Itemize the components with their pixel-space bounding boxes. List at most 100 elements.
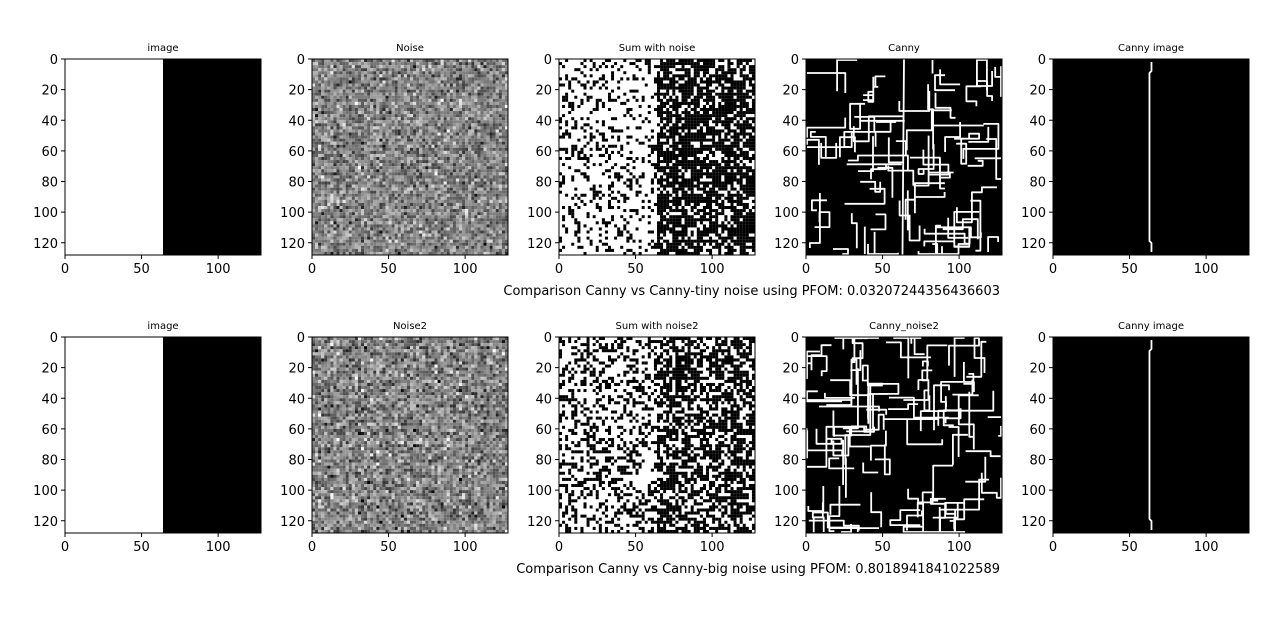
x-tick-label: 0 — [802, 262, 810, 277]
y-tick-label: 60 — [535, 423, 552, 438]
image-sum-top — [559, 59, 756, 256]
image-noise-bottom — [312, 337, 509, 534]
x-tick-label: 50 — [133, 262, 150, 277]
image-step-image-bottom — [65, 337, 261, 533]
y-tick-label: 80 — [41, 454, 58, 469]
y-tick-label: 60 — [782, 145, 799, 160]
y-tick-label: 120 — [280, 237, 305, 252]
y-tick-label: 0 — [791, 331, 799, 346]
x-tick-label: 100 — [1194, 540, 1219, 555]
y-tick-label: 120 — [280, 515, 305, 530]
y-tick-label: 40 — [41, 114, 58, 129]
step-white-region — [65, 59, 163, 255]
panel-step-image-top: image 0 50 100 0 20 40 60 80 100 120 — [33, 43, 262, 277]
y-tick-label: 0 — [50, 53, 58, 68]
y-tick-label: 100 — [1021, 484, 1046, 499]
step-black-region — [163, 337, 261, 533]
y-tick-label: 100 — [774, 484, 799, 499]
y-tick-label: 40 — [782, 114, 799, 129]
y-tick-label: 40 — [41, 392, 58, 407]
y-tick-label: 60 — [782, 423, 799, 438]
detected-edge-line — [1148, 340, 1153, 530]
panel-title: Sum with noise2 — [616, 321, 699, 332]
y-tick-label: 120 — [774, 237, 799, 252]
panel-title: Noise2 — [393, 321, 427, 332]
x-tick-label: 0 — [61, 262, 69, 277]
y-tick-label: 60 — [535, 145, 552, 160]
y-tick-label: 100 — [527, 206, 552, 221]
y-tick-label: 20 — [1029, 362, 1046, 377]
y-tick-label: 0 — [1038, 331, 1046, 346]
detected-edge-line — [1148, 62, 1153, 252]
y-tick-label: 80 — [535, 454, 552, 469]
panel-title: Sum with noise — [619, 43, 696, 54]
x-tick-label: 50 — [627, 540, 644, 555]
x-tick-label: 0 — [555, 540, 563, 555]
x-tick-label: 100 — [700, 262, 725, 277]
panel-canny-image-bottom: Canny image 0 50 100 0 20 40 60 80 100 120 — [1021, 321, 1250, 555]
axes-frame — [558, 336, 756, 534]
axes-frame — [64, 58, 262, 256]
y-tick-label: 120 — [527, 515, 552, 530]
y-tick-label: 100 — [280, 484, 305, 499]
panel-title: image — [147, 321, 178, 332]
panel-noise-bottom: Noise2 0 50 100 0 20 40 60 80 100 120 — [280, 321, 509, 555]
x-tick-label: 50 — [133, 540, 150, 555]
x-tick-label: 50 — [1121, 540, 1138, 555]
y-tick-label: 80 — [288, 454, 305, 469]
panel-title: Canny image — [1118, 321, 1184, 332]
x-tick-label: 0 — [308, 540, 316, 555]
panel-canny-top: Canny 0 50 100 0 20 40 60 80 100 120 — [774, 43, 1003, 277]
x-tick-label: 50 — [380, 540, 397, 555]
axes-frame — [558, 58, 756, 256]
y-tick-label: 20 — [535, 362, 552, 377]
axes-frame — [805, 336, 1003, 534]
axes-frame — [1052, 336, 1250, 534]
y-tick-label: 80 — [782, 454, 799, 469]
y-tick-label: 80 — [535, 176, 552, 191]
y-tick-label: 80 — [1029, 454, 1046, 469]
panel-title: Noise — [396, 43, 424, 54]
y-tick-label: 120 — [1021, 515, 1046, 530]
y-tick-label: 80 — [1029, 176, 1046, 191]
image-canny-image-top — [1053, 59, 1249, 255]
x-tick-label: 0 — [802, 540, 810, 555]
y-tick-label: 60 — [288, 145, 305, 160]
y-tick-label: 20 — [288, 84, 305, 99]
y-tick-label: 100 — [527, 484, 552, 499]
y-tick-label: 40 — [288, 392, 305, 407]
y-tick-label: 120 — [33, 237, 58, 252]
x-tick-label: 100 — [453, 262, 478, 277]
x-tick-label: 0 — [1049, 262, 1057, 277]
x-tick-label: 100 — [206, 262, 231, 277]
image-noise-top — [312, 59, 509, 256]
x-tick-label: 100 — [947, 262, 972, 277]
panel-title: Canny image — [1118, 43, 1184, 54]
y-tick-label: 20 — [288, 362, 305, 377]
panel-title: Canny — [888, 43, 920, 54]
y-tick-label: 80 — [782, 176, 799, 191]
axes-frame — [805, 58, 1003, 256]
x-tick-label: 0 — [1049, 540, 1057, 555]
y-tick-label: 60 — [1029, 423, 1046, 438]
y-tick-label: 80 — [41, 176, 58, 191]
y-tick-label: 100 — [33, 206, 58, 221]
y-tick-label: 60 — [41, 423, 58, 438]
y-tick-label: 120 — [774, 515, 799, 530]
panel-sum-bottom: Sum with noise2 0 50 100 0 20 40 60 80 100 120 — [527, 321, 756, 555]
x-tick-label: 50 — [1121, 262, 1138, 277]
x-tick-label: 100 — [700, 540, 725, 555]
y-tick-label: 40 — [782, 392, 799, 407]
caption-row2: Comparison Canny vs Canny-big noise usin… — [516, 562, 1000, 577]
y-tick-label: 20 — [41, 84, 58, 99]
x-tick-label: 0 — [555, 262, 563, 277]
image-sum-bottom — [559, 337, 756, 534]
step-white-region — [65, 337, 163, 533]
y-tick-label: 40 — [535, 392, 552, 407]
y-tick-label: 20 — [782, 84, 799, 99]
y-tick-label: 0 — [297, 53, 305, 68]
panel-canny-image-top: Canny image 0 50 100 0 20 40 60 80 100 120 — [1021, 43, 1250, 277]
y-tick-label: 0 — [544, 53, 552, 68]
x-tick-label: 50 — [874, 540, 891, 555]
